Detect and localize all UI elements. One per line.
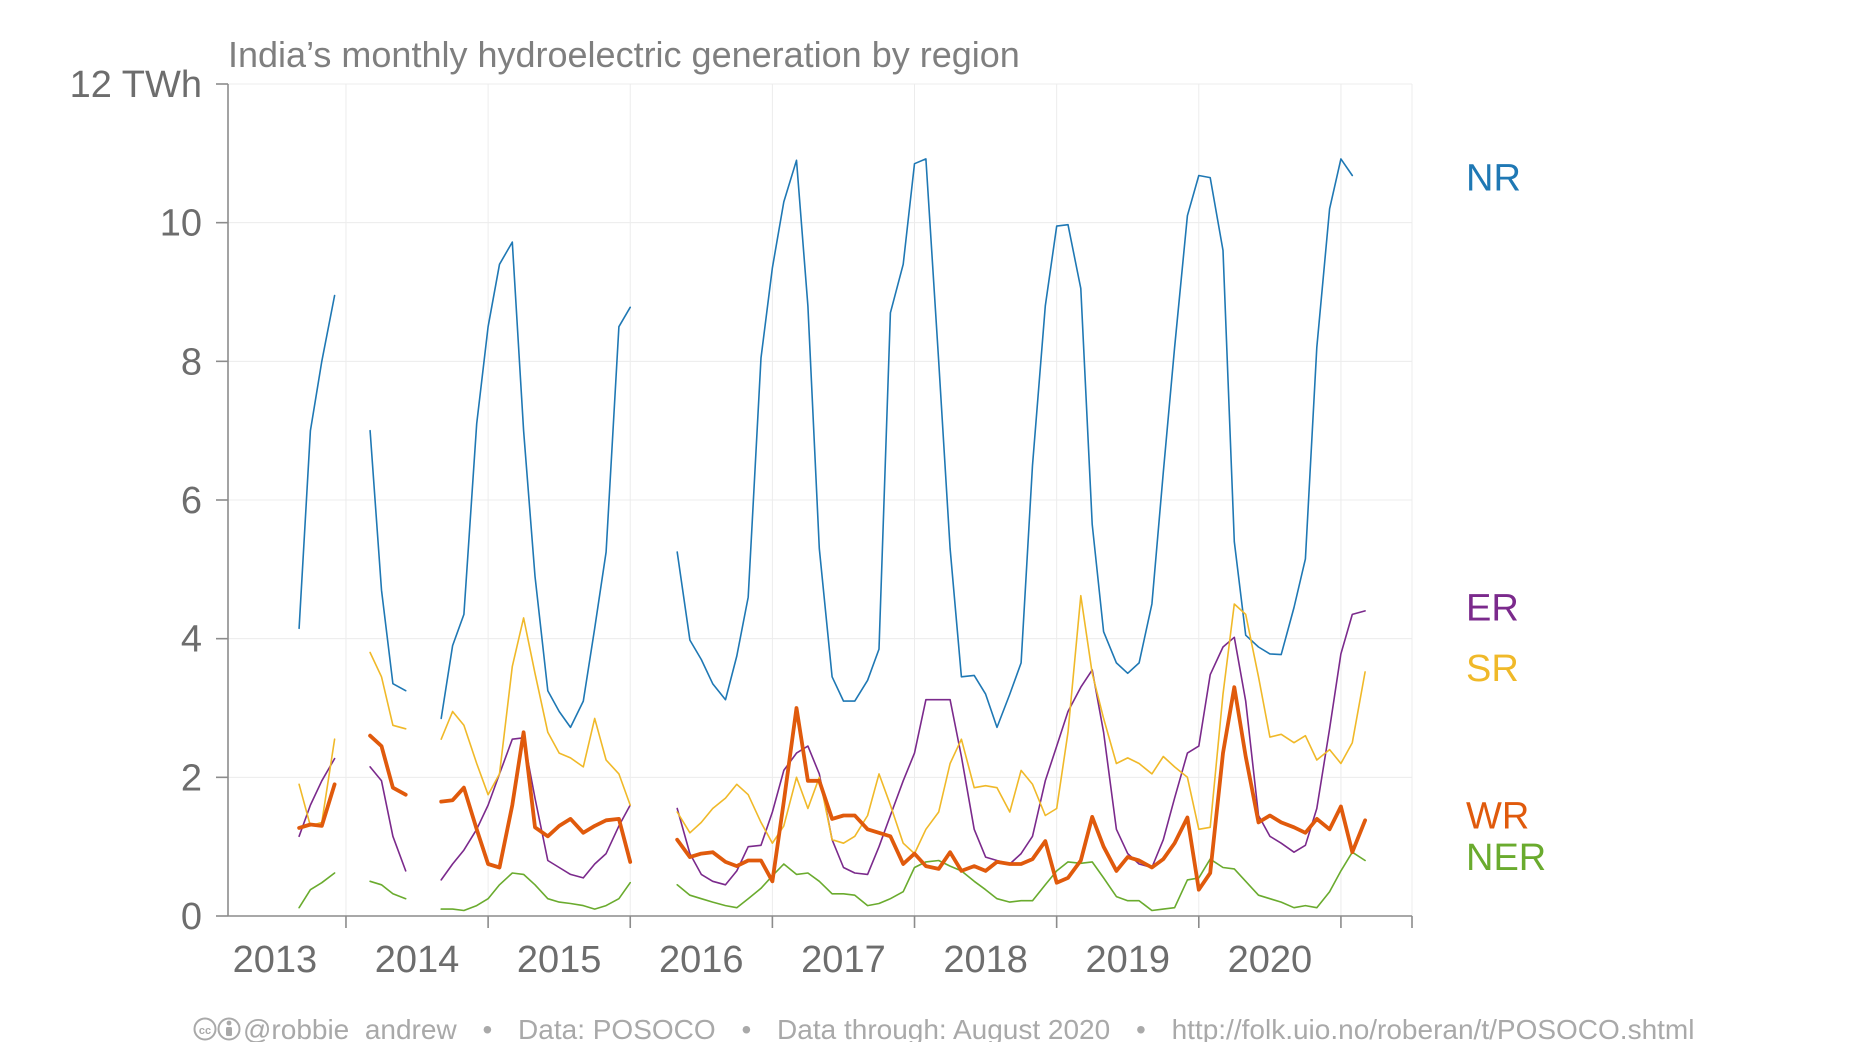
series-line-er	[298, 610, 1366, 886]
x-tick-label: 2017	[801, 939, 886, 981]
svg-text:cc: cc	[199, 1025, 211, 1037]
series-lines	[297, 158, 1367, 912]
series-label-er: ER	[1466, 587, 1519, 629]
footer: cc @robbie_andrew • Data: POSOCO • Data …	[193, 1014, 1694, 1042]
series-label-ner: NER	[1466, 837, 1546, 879]
footer-author: @robbie_andrew	[243, 1014, 457, 1042]
attribution-icon	[217, 1017, 241, 1041]
footer-separator: •	[741, 1014, 751, 1042]
y-tick-label: 0	[181, 896, 202, 938]
axes	[216, 83, 1413, 928]
series-line-nr	[298, 158, 1354, 729]
y-tick-label: 12 TWh	[70, 64, 202, 106]
footer-url: http://folk.uio.no/roberan/t/POSOCO.shtm…	[1172, 1014, 1695, 1042]
x-tick-label: 2016	[659, 939, 744, 981]
y-axis-ticks: 0 2 4 6 8 10 12 TWh	[70, 64, 202, 938]
y-tick-label: 8	[181, 341, 202, 383]
gridlines	[228, 83, 1413, 916]
x-tick-label: 2014	[375, 939, 460, 981]
y-tick-label: 10	[160, 203, 202, 245]
x-tick-label: 2013	[233, 939, 318, 981]
series-label-sr: SR	[1466, 648, 1519, 690]
series-label-nr: NR	[1466, 158, 1521, 200]
footer-source: Data: POSOCO	[518, 1014, 716, 1042]
x-tick-label: 2020	[1228, 939, 1313, 981]
footer-separator: •	[1136, 1014, 1146, 1042]
y-tick-label: 6	[181, 480, 202, 522]
y-tick-label: 2	[181, 757, 202, 799]
creative-commons-icon: cc	[193, 1017, 217, 1041]
x-axis-ticks: 2013 2014 2015 2016 2017 2018 2019 2020	[233, 939, 1313, 981]
footer-data-through: Data through: August 2020	[777, 1014, 1110, 1042]
x-tick-label: 2019	[1085, 939, 1170, 981]
series-line-wr	[297, 685, 1367, 892]
y-tick-label: 4	[181, 619, 202, 661]
chart-title: India’s monthly hydroelectric generation…	[228, 34, 1020, 75]
series-line-ner	[298, 851, 1366, 912]
footer-separator: •	[482, 1014, 492, 1042]
x-tick-label: 2018	[943, 939, 1028, 981]
x-tick-label: 2015	[517, 939, 602, 981]
svg-text:@robbie_andrew • D: @robbie_andrew • Data: POSOCO • Data thr…	[243, 1014, 1694, 1042]
series-label-wr: WR	[1466, 795, 1529, 837]
